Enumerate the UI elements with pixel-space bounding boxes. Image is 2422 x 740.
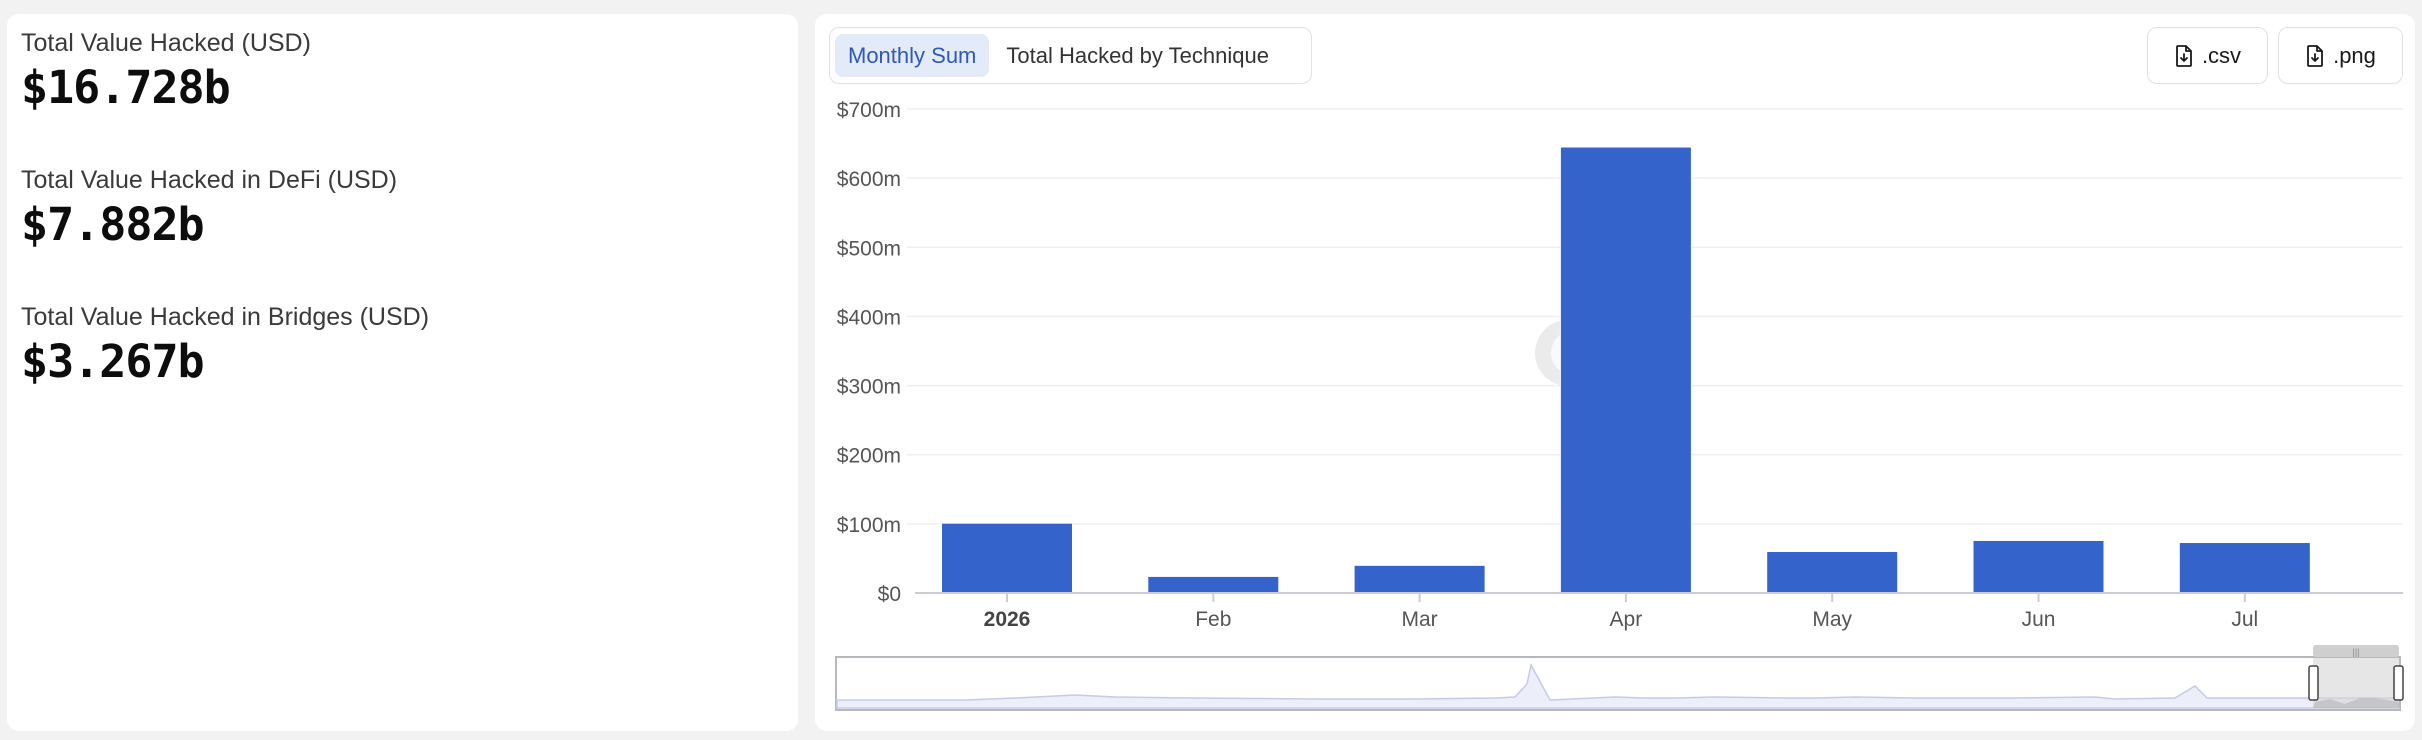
download-png-button[interactable]: .png [2278, 27, 2403, 84]
stat-label: Total Value Hacked (USD) [21, 29, 311, 57]
x-tick-label: Jul [2231, 608, 2258, 631]
tab-monthly-sum[interactable]: Monthly Sum [835, 34, 990, 77]
stat-label: Total Value Hacked in DeFi (USD) [21, 166, 398, 194]
stat-value: $7.882b [21, 198, 205, 251]
bar[interactable] [2178, 542, 2311, 594]
x-tick-label: 2026 [984, 608, 1031, 631]
stat-total-hacked: Total Value Hacked (USD) $16.728b [21, 28, 311, 114]
x-tick-label: May [1812, 608, 1852, 631]
y-tick-label: $400m [837, 306, 901, 329]
y-tick-label: $500m [837, 237, 901, 260]
chart-panel: $0 $100m $200m $300m $400m $500m $600m $700m 20… [815, 14, 2415, 731]
bar[interactable] [1972, 539, 2105, 594]
stat-value: $16.728b [21, 61, 231, 114]
bar[interactable] [1559, 146, 1692, 594]
x-tick-label: Jun [2022, 608, 2056, 631]
bar[interactable] [941, 522, 1073, 594]
y-tick-label: $0 [878, 583, 901, 606]
bars [941, 146, 2311, 594]
y-tick-label: $700m [837, 99, 901, 122]
x-tick-label: Feb [1195, 608, 1231, 631]
download-csv-button[interactable]: .csv [2147, 27, 2268, 84]
x-tick-label: Apr [1610, 608, 1643, 631]
slider-sparkline [836, 662, 2401, 709]
stat-bridges-hacked: Total Value Hacked in Bridges (USD) $3.2… [21, 302, 429, 388]
x-tick-label: Mar [1402, 608, 1438, 631]
stat-defi-hacked: Total Value Hacked in DeFi (USD) $7.882b [21, 165, 397, 251]
tab-total-hacked-by-technique[interactable]: Total Hacked by Technique [1006, 42, 1269, 68]
bar[interactable] [1353, 564, 1486, 594]
y-tick-label: $100m [837, 514, 901, 537]
y-axis: $0 $100m $200m $300m $400m $500m $600m $700m [837, 99, 901, 606]
stat-label: Total Value Hacked in Bridges (USD) [21, 303, 430, 331]
x-axis: 2026 Feb Mar Apr May Jun Jul [984, 593, 2258, 631]
file-download-icon [2176, 44, 2192, 67]
y-tick-label: $300m [837, 376, 901, 399]
bar[interactable] [1766, 551, 1899, 594]
slider-grip-icon: ||| [2352, 647, 2359, 657]
slider-handle-left[interactable] [2308, 665, 2319, 701]
y-tick-label: $200m [837, 445, 901, 468]
zoom-slider[interactable]: ||| [835, 645, 2404, 711]
slider-window-sparkline [2313, 698, 2399, 708]
slider-bar[interactable] [2313, 645, 2399, 657]
file-download-icon [2307, 44, 2323, 67]
stats-panel: Total Value Hacked (USD) $16.728b Total … [7, 14, 798, 731]
bar[interactable] [1147, 575, 1280, 594]
download-png-label: .png [2333, 42, 2376, 68]
chart-tab-bar: Monthly Sum Total Hacked by Technique [829, 27, 1312, 84]
bar-chart: $0 $100m $200m $300m $400m $500m $600m $700m 20… [835, 99, 2404, 711]
y-tick-label: $600m [837, 168, 901, 191]
stat-value: $3.267b [21, 335, 205, 388]
slider-handle-right[interactable] [2393, 665, 2404, 701]
download-csv-label: .csv [2201, 42, 2242, 68]
